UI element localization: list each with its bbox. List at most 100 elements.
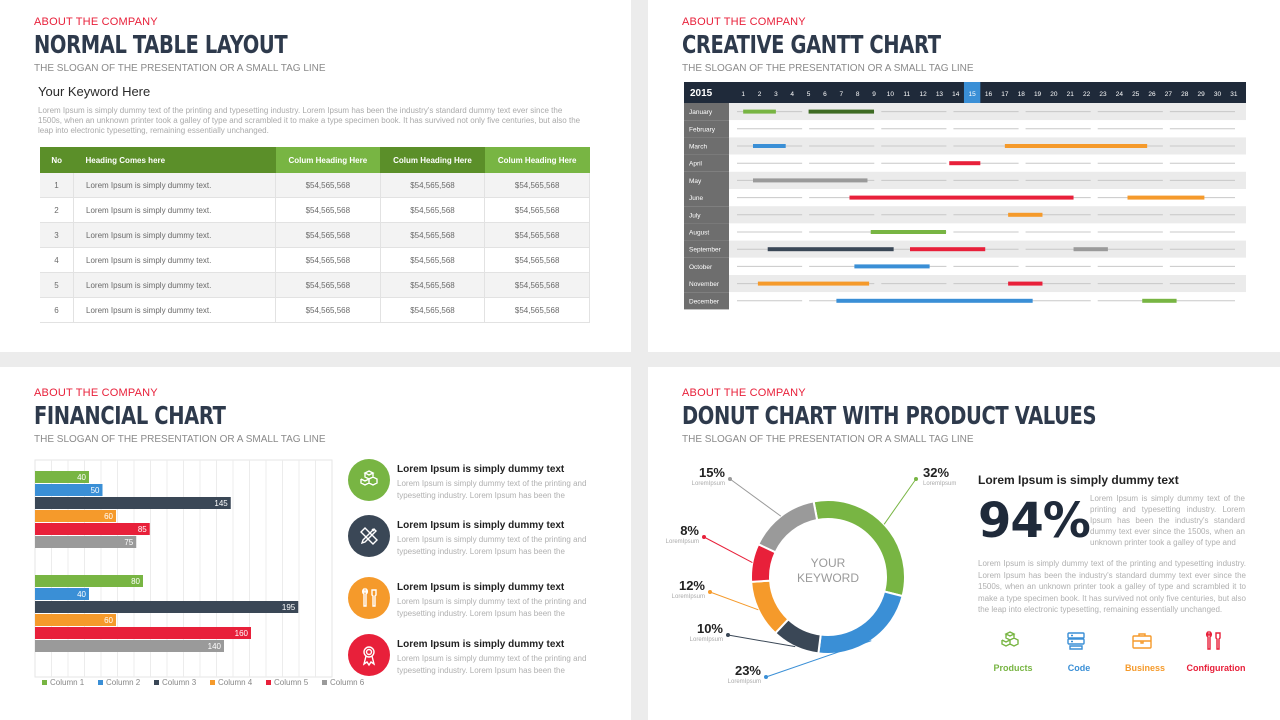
kicker: ABOUT THE COMPANY [34,387,158,399]
slide-donut-chart[interactable]: ABOUT THE COMPANY DONUT CHART WITH PRODU… [648,367,1280,720]
slice-label: 8% [680,523,699,538]
product-label: Business [1124,663,1166,673]
slice-sublabel: LoremIpsum [672,594,705,600]
tools-icon [1201,629,1231,657]
slide-financial-chart[interactable]: ABOUT THE COMPANY FINANCIAL CHART THE SL… [0,367,631,720]
gantt-task-bar [757,281,870,286]
leader-dot [708,590,712,594]
legend-label: Column 5 [274,678,309,687]
bar-value-label: 60 [104,616,113,625]
feature-description: Lorem Ipsum is simply dummy text of the … [397,479,587,500]
financial-bar-chart: 40 50 145 60 85 75 80 40 195 60 160 140 [34,459,333,678]
slide-normal-table[interactable]: ABOUT THE COMPANY NORMAL TABLE LAYOUT TH… [0,0,631,352]
bar [35,536,137,548]
gantt-day-label: 24 [1116,91,1124,98]
award-ribbon-icon [348,634,390,676]
leader-dot [764,675,768,679]
briefcase-icon [1130,629,1160,657]
bar-value-label: 160 [235,629,249,638]
gantt-month-label: November [689,281,720,288]
feature-title: Lorem Ipsum is simply dummy text [397,639,565,650]
server-icon [1064,629,1094,657]
kicker: ABOUT THE COMPANY [682,16,806,28]
gantt-day-label: 8 [856,91,860,98]
row-amount: $54,565,568 [275,272,381,298]
row-number: 6 [40,297,74,323]
row-amount: $54,565,568 [484,197,590,223]
leader-dot [726,633,730,637]
kicker: ABOUT THE COMPANY [682,387,806,399]
tagline: THE SLOGAN OF THE PRESENTATION OR A SMAL… [682,63,974,74]
bar-value-label: 75 [124,538,133,547]
leader-line [883,478,917,525]
donut-chart: YOURKEYWORD32%LoremIpsum23%LoremIpsum10%… [666,465,957,685]
donut-heading: Lorem Ipsum is simply dummy text [978,473,1179,487]
product-label: Configuration [1186,663,1246,673]
legend-swatch [322,680,327,686]
gantt-day-label: 20 [1050,91,1058,98]
gantt-day-label: 12 [919,91,927,98]
gantt-day-label: 29 [1197,91,1205,98]
gantt-day-label: 6 [823,91,827,98]
cubes-icon [998,629,1028,657]
bar [35,523,150,535]
table-row: 3 Lorem Ipsum is simply dummy text. $54,56… [40,222,590,248]
big-percentage: 94% [978,493,1091,549]
legend-label: Column 6 [330,678,365,687]
gantt-month-label: May [689,178,702,185]
data-table: No Heading Comes here Colum Heading Here… [40,147,590,323]
row-amount: $54,565,568 [380,197,486,223]
slice-label: 15% [699,465,725,480]
legend-label: Column 2 [106,678,141,687]
row-number: 2 [40,197,74,223]
row-amount: $54,565,568 [380,297,486,323]
gantt-task-bar [767,247,894,252]
bar [35,614,116,626]
row-amount: $54,565,568 [275,173,381,198]
feature-description: Lorem Ipsum is simply dummy text of the … [397,654,587,675]
slice-label: 23% [735,663,761,678]
feature-description: Lorem Ipsum is simply dummy text of the … [397,535,587,556]
gantt-chart: 2015 1 2 3 4 5 6 7 8 9 10 11 12 13 14 15 16 17 18 19 20 21 22 2… [684,82,1246,310]
gantt-day-label: 4 [790,91,794,98]
gantt-month-label: March [689,144,707,151]
gantt-day-label: 10 [887,91,895,98]
gantt-task-bar [1004,144,1148,148]
leader-line [727,634,796,648]
row-description: Lorem Ipsum is simply dummy text. [73,272,276,298]
row-description: Lorem Ipsum is simply dummy text. [73,222,276,248]
feature-title: Lorem Ipsum is simply dummy text [397,520,565,531]
legend-item: Column 3 [154,678,196,687]
cubes-icon [348,459,390,501]
gantt-day-label: 19 [1034,91,1042,98]
pencil-ruler-icon [348,515,390,557]
row-amount: $54,565,568 [275,222,381,248]
kicker: ABOUT THE COMPANY [34,16,158,28]
bar-value-label: 145 [214,499,228,508]
gantt-task-bar [1142,298,1177,303]
gantt-task-bar [808,109,875,114]
gantt-task-bar [1008,281,1043,286]
slide-gantt-chart[interactable]: ABOUT THE COMPANY CREATIVE GANTT CHART T… [648,0,1280,352]
gantt-day-label: 26 [1148,91,1156,98]
gantt-month-label: February [689,126,716,133]
slice-sublabel: LoremIpsum [728,679,761,685]
gantt-task-bar [743,109,776,114]
table-row: 4 Lorem Ipsum is simply dummy text. $54,56… [40,247,590,273]
gantt-day-label: 18 [1018,91,1026,98]
row-amount: $54,565,568 [484,222,590,248]
row-amount: $54,565,568 [275,197,381,223]
gantt-task-bar [1073,247,1108,252]
slide-title: NORMAL TABLE LAYOUT [34,30,288,59]
product-label: Code [1067,663,1091,673]
row-amount: $54,565,568 [484,247,590,273]
donut-center-text: KEYWORD [797,571,859,585]
bar [35,575,143,587]
gantt-day-label: 7 [839,91,843,98]
gantt-day-label: 23 [1099,91,1107,98]
table-header-row: No Heading Comes here Colum Heading Here… [40,147,590,173]
gantt-task-bar [752,178,868,183]
tagline: THE SLOGAN OF THE PRESENTATION OR A SMAL… [34,434,326,445]
gantt-month-label: September [689,247,722,254]
bar [35,588,89,600]
